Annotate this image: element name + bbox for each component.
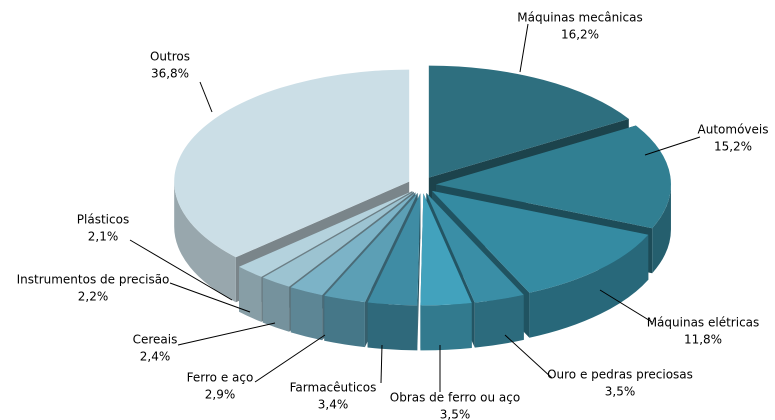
slice-value-label: 2,9% bbox=[205, 388, 236, 402]
slice bbox=[435, 125, 671, 229]
slice-label: Cereais bbox=[133, 333, 178, 347]
slice-value-label: 2,4% bbox=[140, 350, 171, 364]
slice bbox=[367, 193, 421, 306]
slice-label: Plásticos bbox=[77, 213, 129, 227]
slice bbox=[420, 193, 472, 306]
slice-label: Farmacêuticos bbox=[290, 381, 377, 395]
slice-wall bbox=[652, 184, 671, 274]
slice-wall bbox=[324, 295, 365, 348]
slice-wall bbox=[262, 277, 290, 332]
slice-label: Máquinas elétricas bbox=[647, 316, 760, 330]
slice-label: Máquinas mecânicas bbox=[517, 11, 642, 25]
slice-value-label: 2,2% bbox=[78, 290, 109, 304]
slice-label: Ferro e aço bbox=[187, 371, 254, 385]
leader-line bbox=[599, 289, 653, 323]
slice-value-label: 11,8% bbox=[684, 333, 722, 347]
slice bbox=[290, 192, 416, 296]
leader-line bbox=[169, 282, 251, 313]
slice bbox=[428, 65, 629, 178]
slice-label: Outros bbox=[150, 50, 190, 64]
slice bbox=[426, 192, 524, 303]
slice-value-label: 15,2% bbox=[714, 140, 752, 154]
leader-line bbox=[504, 334, 553, 379]
leader-line bbox=[199, 81, 213, 113]
leader-line bbox=[519, 23, 529, 73]
slice bbox=[432, 190, 649, 293]
slice-wall bbox=[529, 234, 649, 338]
slice-wall bbox=[290, 287, 323, 341]
leader-line bbox=[644, 136, 701, 156]
leader-line bbox=[380, 344, 383, 384]
slice-value-label: 3,5% bbox=[605, 385, 636, 399]
slice-label: Obras de ferro ou aço bbox=[390, 391, 520, 405]
slice-value-label: 3,4% bbox=[318, 398, 349, 412]
slice bbox=[262, 191, 414, 287]
slice-wall bbox=[239, 266, 262, 322]
slice-label: Ouro e pedras preciosas bbox=[547, 368, 693, 382]
leader-line bbox=[254, 334, 326, 383]
slice-label: Instrumentos de precisão bbox=[17, 273, 170, 287]
slice bbox=[239, 191, 413, 277]
slice-value-label: 3,5% bbox=[440, 408, 471, 420]
leader-line bbox=[177, 322, 276, 346]
slice-wall bbox=[474, 294, 524, 348]
slice-label: Automóveis bbox=[698, 123, 769, 137]
slice-value-label: 16,2% bbox=[561, 28, 599, 42]
slice-wall bbox=[367, 302, 418, 351]
leader-line bbox=[129, 239, 233, 301]
slice-value-label: 36,8% bbox=[151, 67, 189, 81]
slice bbox=[324, 192, 418, 303]
slice-value-label: 2,1% bbox=[88, 230, 119, 244]
slice-wall bbox=[174, 181, 236, 303]
slice-wall bbox=[420, 302, 472, 351]
slice bbox=[174, 69, 410, 258]
